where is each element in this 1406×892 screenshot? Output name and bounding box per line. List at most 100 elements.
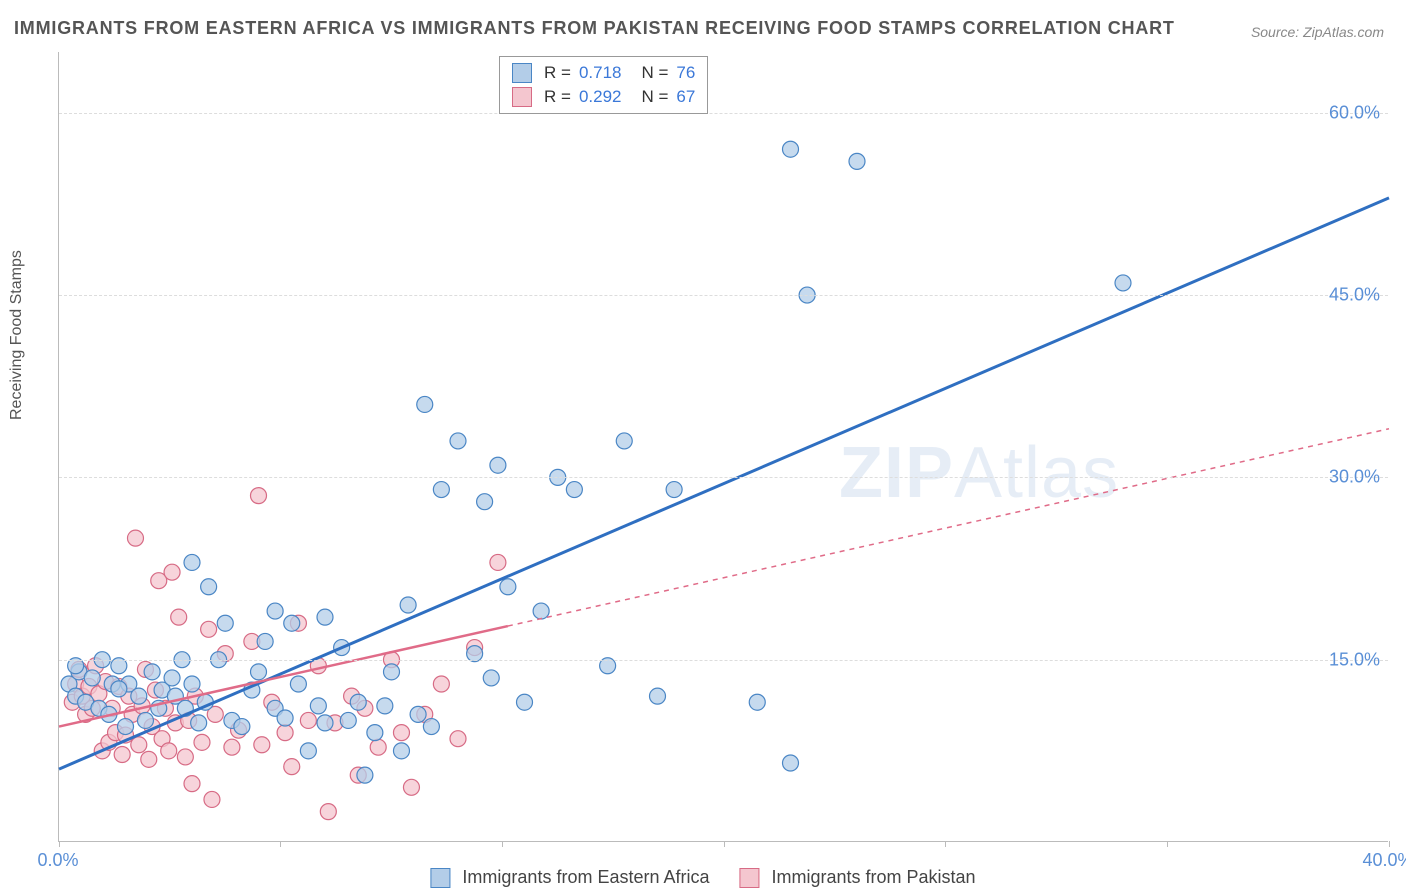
n-value-pink: 67: [676, 87, 695, 107]
scatter-point: [357, 767, 373, 783]
scatter-point: [566, 482, 582, 498]
scatter-point: [284, 615, 300, 631]
scatter-point: [290, 676, 306, 692]
gridline: [59, 660, 1388, 661]
scatter-point: [131, 737, 147, 753]
scatter-point: [171, 609, 187, 625]
scatter-point: [224, 739, 240, 755]
scatter-point: [483, 670, 499, 686]
scatter-point: [161, 743, 177, 759]
gridline: [59, 295, 1388, 296]
scatter-point: [616, 433, 632, 449]
scatter-point: [666, 482, 682, 498]
plot-area: ZIPAtlas R = 0.718 N = 76 R = 0.292 N = …: [58, 52, 1388, 842]
regression-line-pink-dashed: [508, 429, 1389, 626]
scatter-point: [400, 597, 416, 613]
r-value-pink: 0.292: [579, 87, 622, 107]
scatter-point: [251, 664, 267, 680]
legend-row-pink: R = 0.292 N = 67: [512, 85, 695, 109]
scatter-point: [177, 749, 193, 765]
scatter-point: [277, 710, 293, 726]
scatter-point: [118, 719, 134, 735]
x-tick: [724, 841, 725, 847]
scatter-point: [1115, 275, 1131, 291]
x-tick: [1389, 841, 1390, 847]
r-label-blue: R =: [544, 63, 571, 83]
scatter-point: [137, 712, 153, 728]
gridline: [59, 113, 1388, 114]
scatter-point: [500, 579, 516, 595]
scatter-point: [194, 734, 210, 750]
plot-svg: [59, 52, 1389, 842]
regression-line-blue: [59, 198, 1389, 769]
y-tick-label: 30.0%: [1329, 467, 1380, 488]
scatter-point: [403, 779, 419, 795]
scatter-point: [164, 670, 180, 686]
x-tick: [945, 841, 946, 847]
y-tick-label: 45.0%: [1329, 285, 1380, 306]
r-value-blue: 0.718: [579, 63, 622, 83]
scatter-point: [849, 153, 865, 169]
scatter-point: [201, 621, 217, 637]
scatter-point: [234, 719, 250, 735]
n-label-pink: N =: [641, 87, 668, 107]
scatter-point: [783, 141, 799, 157]
scatter-point: [393, 725, 409, 741]
scatter-point: [141, 751, 157, 767]
scatter-point: [284, 759, 300, 775]
scatter-point: [114, 746, 130, 762]
chart-container: IMMIGRANTS FROM EASTERN AFRICA VS IMMIGR…: [0, 0, 1406, 892]
series-legend: Immigrants from Eastern Africa Immigrant…: [430, 867, 975, 888]
scatter-point: [377, 698, 393, 714]
scatter-point: [111, 681, 127, 697]
scatter-point: [217, 615, 233, 631]
scatter-point: [317, 609, 333, 625]
scatter-point: [384, 664, 400, 680]
scatter-point: [490, 554, 506, 570]
scatter-point: [450, 433, 466, 449]
scatter-point: [433, 482, 449, 498]
correlation-legend: R = 0.718 N = 76 R = 0.292 N = 67: [499, 56, 708, 114]
y-tick-label: 60.0%: [1329, 102, 1380, 123]
scatter-point: [184, 676, 200, 692]
scatter-point: [201, 579, 217, 595]
scatter-point: [410, 706, 426, 722]
y-tick-label: 15.0%: [1329, 649, 1380, 670]
scatter-point: [749, 694, 765, 710]
source-name: ZipAtlas.com: [1303, 24, 1384, 40]
scatter-point: [393, 743, 409, 759]
scatter-point: [317, 715, 333, 731]
scatter-point: [204, 791, 220, 807]
scatter-point: [320, 804, 336, 820]
scatter-point: [783, 755, 799, 771]
swatch-blue: [512, 63, 532, 83]
x-tick: [1167, 841, 1168, 847]
scatter-point: [533, 603, 549, 619]
y-axis-label: Receiving Food Stamps: [8, 250, 26, 420]
scatter-point: [450, 731, 466, 747]
scatter-point: [184, 554, 200, 570]
chart-title: IMMIGRANTS FROM EASTERN AFRICA VS IMMIGR…: [14, 18, 1175, 39]
legend-label-pink: Immigrants from Pakistan: [772, 867, 976, 888]
scatter-point: [164, 564, 180, 580]
swatch-blue-bottom: [430, 868, 450, 888]
scatter-point: [267, 603, 283, 619]
n-value-blue: 76: [676, 63, 695, 83]
scatter-point: [310, 698, 326, 714]
scatter-point: [144, 664, 160, 680]
scatter-point: [254, 737, 270, 753]
scatter-point: [433, 676, 449, 692]
scatter-point: [300, 743, 316, 759]
scatter-point: [650, 688, 666, 704]
swatch-pink-bottom: [740, 868, 760, 888]
scatter-point: [191, 715, 207, 731]
scatter-point: [127, 530, 143, 546]
scatter-point: [370, 739, 386, 755]
legend-label-blue: Immigrants from Eastern Africa: [462, 867, 709, 888]
scatter-point: [131, 688, 147, 704]
scatter-point: [477, 494, 493, 510]
scatter-point: [251, 488, 267, 504]
scatter-point: [417, 396, 433, 412]
legend-row-blue: R = 0.718 N = 76: [512, 61, 695, 85]
legend-item-blue: Immigrants from Eastern Africa: [430, 867, 709, 888]
